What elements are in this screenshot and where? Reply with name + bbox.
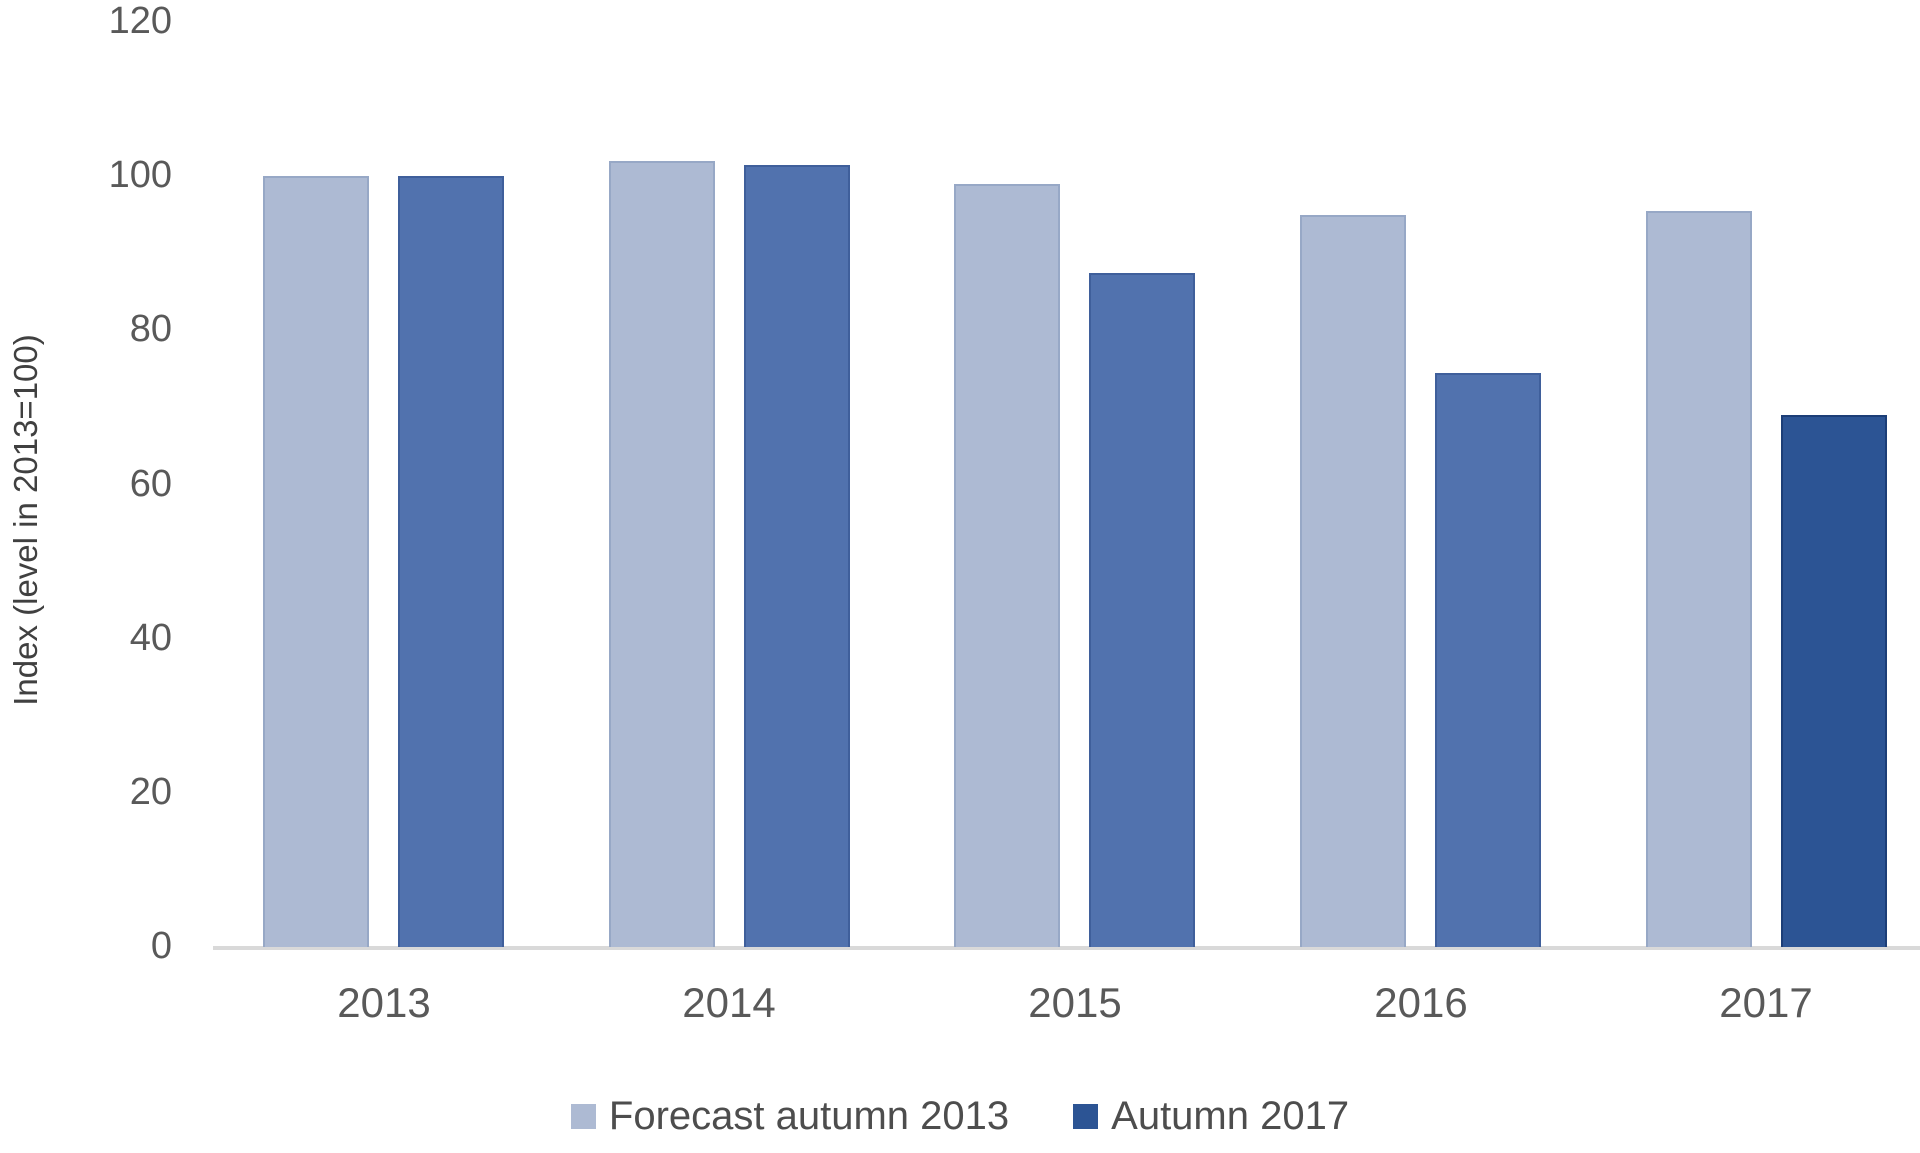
y-tick-label-40: 40	[129, 616, 172, 659]
bar-forecast-autumn-2013-2014	[609, 160, 715, 947]
x-axis-label-2017: 2017	[1719, 979, 1813, 1026]
x-axis-label-2015: 2015	[1028, 979, 1122, 1026]
legend-entry-forecast-autumn-2013: Forecast autumn 2013	[570, 1094, 1010, 1138]
y-axis-title: Index (level in 2013=100)	[7, 334, 44, 706]
legend-entry-autumn-2017: Autumn 2017	[1073, 1096, 1349, 1136]
bar-autumn-2017-2013	[398, 176, 504, 947]
bar-forecast-autumn-2013-2016	[1300, 214, 1406, 947]
legend-swatch-icon	[570, 1103, 596, 1129]
x-axis-line	[213, 946, 1920, 950]
bar-forecast-autumn-2013-2015	[954, 183, 1060, 947]
y-tick-label-100: 100	[108, 154, 172, 197]
y-tick-label-20: 20	[129, 771, 172, 814]
y-tick-label-60: 60	[129, 462, 172, 505]
bar-autumn-2017-2015	[1089, 272, 1195, 947]
legend-label: Autumn 2017	[1111, 1094, 1350, 1138]
legend-swatch-icon	[1073, 1103, 1099, 1129]
y-tick-label-120: 120	[108, 0, 172, 43]
bar-autumn-2017-2017	[1781, 415, 1887, 947]
x-axis-label-2014: 2014	[682, 979, 776, 1026]
bar-autumn-2017-2016	[1435, 372, 1541, 947]
legend-label: Forecast autumn 2013	[608, 1094, 1010, 1138]
y-tick-label-0: 0	[150, 925, 172, 968]
bar-autumn-2017-2014	[744, 164, 850, 947]
bar-forecast-autumn-2013-2013	[263, 176, 369, 947]
legend: Forecast autumn 2013 Autumn 2017	[0, 1096, 1920, 1136]
x-axis-label-2013: 2013	[337, 979, 431, 1026]
bar-forecast-autumn-2013-2017	[1646, 210, 1752, 947]
y-tick-label-80: 80	[129, 308, 172, 351]
x-axis-label-2016: 2016	[1374, 979, 1468, 1026]
